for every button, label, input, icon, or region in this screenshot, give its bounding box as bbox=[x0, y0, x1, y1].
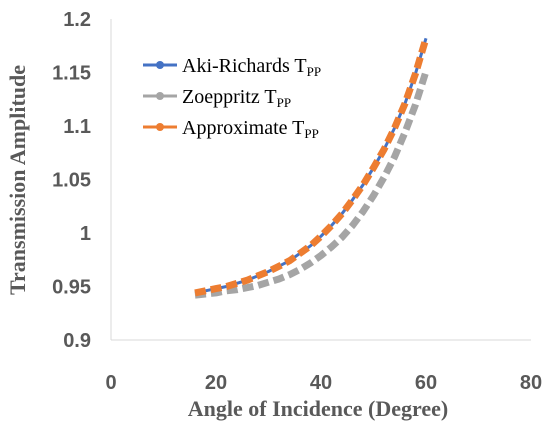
legend-label-aki-richards: Aki-Richards TPP bbox=[182, 55, 321, 79]
legend-item-approximate: Approximate TPP bbox=[143, 117, 319, 141]
y-tick-label: 1.2 bbox=[63, 9, 91, 31]
x-tick-label: 40 bbox=[310, 372, 332, 394]
y-tick-label: 1 bbox=[80, 223, 91, 245]
y-tick-label: 1.05 bbox=[52, 170, 91, 192]
legend-marker-approximate bbox=[156, 123, 164, 131]
y-tick-label: 1.1 bbox=[63, 116, 91, 138]
y-tick-label: 0.9 bbox=[63, 330, 91, 352]
legend-label-approximate: Approximate TPP bbox=[182, 117, 319, 141]
x-tick-label: 0 bbox=[105, 372, 116, 394]
legend-marker-zoeppritz bbox=[156, 92, 164, 100]
series-line-2 bbox=[194, 37, 430, 297]
x-axis-title: Angle of Incidence (Degree) bbox=[188, 396, 448, 421]
legend-marker-aki-richards bbox=[156, 61, 164, 69]
y-tick-label: 1.15 bbox=[52, 63, 91, 85]
series-lines bbox=[194, 37, 430, 299]
x-tick-label: 80 bbox=[520, 372, 542, 394]
x-tick-label: 20 bbox=[205, 372, 227, 394]
series-line-1 bbox=[194, 70, 430, 299]
legend-item-zoeppritz: Zoeppritz TPP bbox=[143, 86, 291, 110]
y-axis-title: Transmission Amplitude bbox=[5, 65, 30, 295]
chart-legend: Aki-Richards TPP Zoeppritz TPP Approxima… bbox=[143, 55, 321, 141]
legend-label-zoeppritz: Zoeppritz TPP bbox=[182, 86, 291, 110]
x-tick-label: 60 bbox=[415, 372, 437, 394]
legend-item-aki-richards: Aki-Richards TPP bbox=[143, 55, 321, 79]
y-tick-label: 0.95 bbox=[52, 277, 91, 299]
tick-labels: 0.9 0.95 1 1.05 1.1 1.15 1.2 0 20 40 60 80 bbox=[52, 9, 542, 394]
axes bbox=[110, 19, 531, 341]
